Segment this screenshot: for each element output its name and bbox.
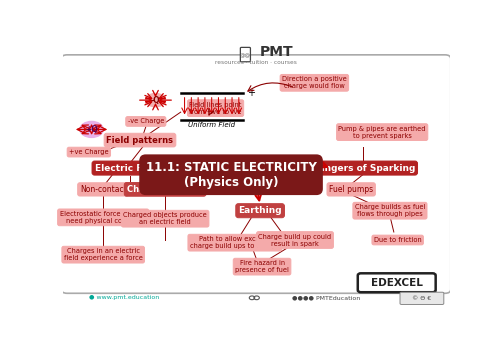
Text: Path to allow exceeds
charge build ups to escape: Path to allow exceeds charge build ups t… — [190, 236, 280, 249]
Text: Direction a positive
charge would flow: Direction a positive charge would flow — [282, 76, 347, 89]
Text: Pump & pipes are earthed
to prevent sparks: Pump & pipes are earthed to prevent spar… — [338, 126, 426, 139]
Text: Fire hazard in
presence of fuel: Fire hazard in presence of fuel — [235, 260, 289, 273]
Text: Charged objects produce
an electric field: Charged objects produce an electric fiel… — [124, 212, 207, 225]
Text: Charge build up could
result in spark: Charge build up could result in spark — [258, 234, 332, 246]
Text: Uniform Field: Uniform Field — [188, 122, 236, 128]
Text: PMT: PMT — [260, 45, 294, 58]
FancyBboxPatch shape — [240, 47, 250, 62]
Text: Charged objects: Charged objects — [126, 185, 204, 194]
Text: @@: @@ — [240, 53, 251, 58]
Text: Field lines point
from +ve to -ve: Field lines point from +ve to -ve — [190, 102, 242, 115]
Text: resources · tuition · courses: resources · tuition · courses — [216, 60, 297, 65]
Text: 11.1: STATIC ELECTRICITY
(Physics Only): 11.1: STATIC ELECTRICITY (Physics Only) — [146, 161, 316, 189]
Text: -Q: -Q — [150, 95, 160, 104]
Text: Electric Fields: Electric Fields — [94, 164, 166, 173]
Text: ● www.pmt.education: ● www.pmt.education — [90, 295, 160, 300]
Text: -ve Charge: -ve Charge — [128, 118, 164, 125]
Text: Dangers of Sparking: Dangers of Sparking — [310, 164, 415, 173]
Text: +Q: +Q — [85, 125, 98, 134]
FancyBboxPatch shape — [62, 55, 451, 293]
Text: Fuel pumps: Fuel pumps — [329, 185, 373, 194]
Circle shape — [146, 93, 165, 107]
Text: Non-contact: Non-contact — [80, 185, 126, 194]
FancyBboxPatch shape — [400, 292, 444, 304]
Text: +: + — [246, 89, 254, 99]
Text: +ve Charge: +ve Charge — [69, 149, 108, 155]
Text: ●●●● PMTEducation: ●●●● PMTEducation — [292, 295, 360, 300]
Text: EDEXCEL: EDEXCEL — [371, 278, 423, 288]
FancyBboxPatch shape — [358, 273, 436, 292]
Text: Electrostatic force doesn't
need physical contact: Electrostatic force doesn't need physica… — [60, 211, 147, 224]
Text: Charges in an electric
field experience a force: Charges in an electric field experience … — [64, 248, 142, 261]
Text: Charge builds as fuel
flows through pipes: Charge builds as fuel flows through pipe… — [355, 204, 425, 217]
Text: Earthing: Earthing — [238, 206, 282, 215]
Text: Due to friction: Due to friction — [374, 237, 422, 243]
Text: Field patterns: Field patterns — [106, 136, 174, 145]
Text: © Θ €: © Θ € — [412, 296, 432, 301]
Circle shape — [80, 121, 103, 137]
